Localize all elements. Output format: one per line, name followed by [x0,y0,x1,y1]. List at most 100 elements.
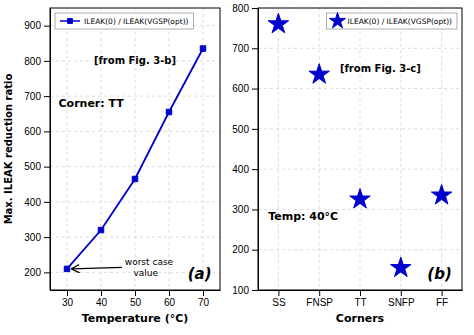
tick-mark [44,131,50,132]
grid-line-x [169,8,170,290]
legend-marker [329,13,345,28]
grid-line-x [360,8,361,290]
grid-line-y [258,249,462,250]
plot-frame [258,8,462,290]
annotation: [from Fig. 3-b] [94,55,176,66]
y-tick: 700 [24,91,50,102]
tick-mark [252,48,258,49]
y-tick: 500 [24,161,50,172]
x-axis-title: Corners [336,312,385,325]
grid [258,8,462,290]
annotation-line: worst case [125,257,174,267]
tick-mark [401,290,402,296]
x-tick: 30 [62,290,74,308]
tick-mark [67,290,68,296]
legend-label: ILEAK(0) / ILEAK(VGSP(opt)) [84,17,189,26]
y-tick-label: 300 [24,232,41,243]
y-tick-label: 300 [232,204,249,215]
grid [50,8,220,290]
x-tick-label: FNSP [306,297,333,308]
y-tick-label: 600 [24,126,41,137]
y-tick: 800 [232,3,258,14]
y-axis-title: Max. ILEAK reduction ratio [3,74,14,225]
data-point [350,189,370,208]
grid-line-y [50,166,220,167]
annotation-line: [from Fig. 3-c] [340,63,421,74]
axis-line [258,9,259,291]
grid-line-y [258,169,462,170]
x-tick-label: 50 [130,297,142,308]
tick-mark [252,8,258,9]
annotation-arrow [72,267,122,268]
plot-frame [50,8,220,290]
axis-line [50,9,51,291]
annotation: (a) [188,265,212,283]
grid-line-y [50,131,220,132]
data-point [200,46,205,51]
annotation-line: value [125,268,159,278]
panel: 100200300400500600700800SSFNSPTTSNFPFFCo… [232,3,462,325]
legend-item: ILEAK(0) / ILEAK(VGSP(opt)) [329,13,452,28]
y-tick-label: 700 [24,91,41,102]
y-tick: 400 [24,197,50,208]
data-point [132,176,137,181]
y-tick: 800 [24,56,50,67]
grid-line-y [50,237,220,238]
legend: ILEAK(0) / ILEAK(VGSP(opt)) [327,13,458,29]
legend-marker [68,19,73,24]
y-tick: 200 [232,244,258,255]
tick-mark [44,202,50,203]
y-tick-label: 600 [232,83,249,94]
grid-line-y [258,88,462,89]
tick-mark [44,167,50,168]
tick-mark [442,290,443,296]
y-tick: 400 [232,164,258,175]
marks [64,46,205,272]
grid-line-y [258,128,462,129]
x-tick: SNFP [388,290,415,308]
grid-line-x [101,8,102,290]
tick-mark [360,290,361,296]
x-axis: 30 40 50 60 70 [51,290,221,308]
x-tick: SS [272,290,286,308]
y-tick-label: 400 [232,164,249,175]
y-tick-label: 200 [24,267,41,278]
x-tick-label: 70 [198,297,210,308]
x-tick-label: 40 [96,297,108,308]
x-tick-label: 30 [62,297,74,308]
y-tick: 300 [232,204,258,215]
legend: ILEAK(0) / ILEAK(VGSP(opt)) [55,13,194,29]
y-tick-label: 900 [24,20,41,31]
data-point [98,227,103,232]
x-tick-label: TT [354,297,366,308]
grid-line-x [278,8,279,290]
y-tick-label: 400 [24,197,41,208]
panel: 200 300 400 500 600 700 800 900 30 40 50 60 70 Temper… [3,8,221,325]
y-axis: 200 300 400 500 600 700 800 900 [24,9,50,291]
y-tick: 600 [232,83,258,94]
y-axis: 100200300400500600700800 [232,3,258,296]
grid-line-x [441,8,442,290]
y-tick-label: 800 [232,3,249,14]
tick-mark [44,61,50,62]
tick-mark [44,237,50,238]
annotation-line: (b) [427,265,451,283]
data-point [166,109,171,114]
y-tick-label: 100 [232,285,249,296]
tick-mark [319,290,320,296]
grid-line-x [135,8,136,290]
tick-mark [44,272,50,273]
tick-mark [252,129,258,130]
legend-item: ILEAK(0) / ILEAK(VGSP(opt)) [60,17,189,26]
tick-mark [252,209,258,210]
x-tick: TT [354,290,366,308]
x-axis-title: Temperature (°C) [82,312,189,325]
series-line [67,49,203,269]
annotation: Temp: 40°C [268,210,338,223]
grid-line-x [319,8,320,290]
x-axis: SSFNSPTTSNFPFF [259,290,463,308]
annotation: Corner: TT [59,97,125,110]
y-tick-label: 200 [232,244,249,255]
x-tick: 60 [164,290,176,308]
annotation: [from Fig. 3-c] [340,63,421,74]
